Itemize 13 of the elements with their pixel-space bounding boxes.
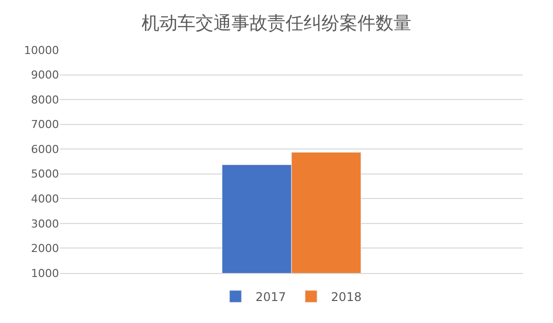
y-tick-label: 6000 — [31, 142, 59, 156]
y-tick-label: 1000 — [31, 266, 59, 280]
legend-label: 2017 — [256, 290, 286, 304]
y-tick-label: 10000 — [24, 44, 59, 57]
y-tick-label: 3000 — [31, 217, 59, 230]
y-tick-label: 9000 — [31, 68, 59, 82]
y-tick-label: 5000 — [31, 168, 59, 181]
y-tick-label: 4000 — [31, 192, 59, 206]
y-tick-label: 7000 — [31, 118, 59, 132]
chart-title: 机动车交通事故责任纠纷案件数量 — [142, 12, 412, 34]
legend-label: 2018 — [331, 290, 362, 304]
y-tick-label: 8000 — [31, 93, 59, 106]
y-tick-label: 2000 — [31, 242, 59, 256]
